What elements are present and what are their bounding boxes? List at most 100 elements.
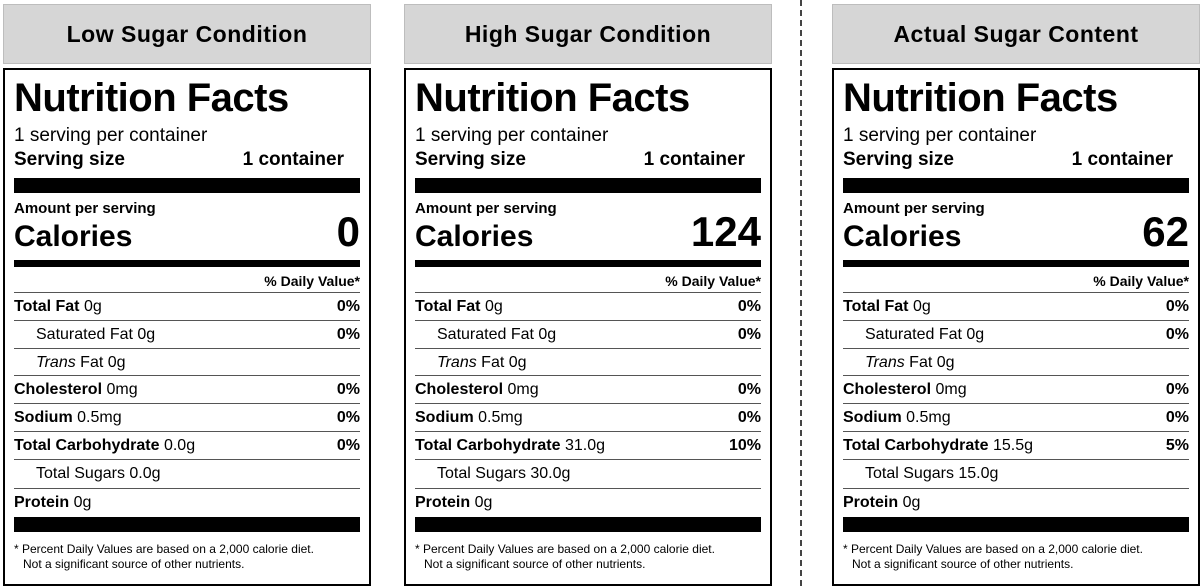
row-saturated-fat: Saturated Fat 0g 0% bbox=[415, 320, 761, 348]
row-protein: Protein 0g bbox=[14, 488, 360, 516]
calories-value: 62 bbox=[1142, 208, 1189, 255]
nutrition-label: Nutrition Facts 1 serving per container … bbox=[832, 68, 1200, 586]
nutrient-name: Total Carbohydrate bbox=[14, 436, 160, 454]
nutrient-amount: 15.5g bbox=[992, 436, 1033, 454]
nutrient-amount: 0g bbox=[902, 493, 921, 511]
amount-per-serving: Amount per serving bbox=[415, 200, 557, 217]
row-total-carbohydrate: Total Carbohydrate 15.5g 5% bbox=[843, 431, 1189, 459]
row-protein: Protein 0g bbox=[843, 488, 1189, 516]
daily-value-header: % Daily Value* bbox=[1093, 273, 1189, 289]
medium-rule bbox=[843, 260, 1189, 267]
calories-label: Calories bbox=[14, 220, 133, 253]
footnote-line: Not a significant source of other nutrie… bbox=[23, 557, 245, 571]
nutrient-amount: 0g bbox=[912, 297, 931, 315]
nutrient-percent: 0% bbox=[1165, 380, 1189, 398]
nutrient-percent: 0% bbox=[737, 297, 761, 315]
nutrient-amount: 0g bbox=[474, 493, 493, 511]
nutrient-name-italic: Trans bbox=[36, 353, 76, 371]
serving-size-label: Serving size bbox=[415, 149, 526, 170]
nutrient-name: Protein bbox=[415, 493, 471, 511]
footnote: * Percent Daily Values are based on a 2,… bbox=[415, 542, 715, 572]
medium-rule bbox=[415, 260, 761, 267]
nutrient-name: Sodium bbox=[843, 408, 902, 426]
amount-per-serving: Amount per serving bbox=[843, 200, 985, 217]
nutrient-amount: 0.5mg bbox=[77, 408, 122, 426]
thick-rule bbox=[415, 517, 761, 532]
thick-rule bbox=[14, 517, 360, 532]
calories-label: Calories bbox=[843, 220, 962, 253]
nutrient-percent: 0% bbox=[336, 325, 360, 343]
serving-size-row: Serving size 1 container bbox=[415, 148, 745, 172]
serving-size-value: 1 container bbox=[1071, 149, 1173, 170]
row-total-fat: Total Fat 0g 0% bbox=[843, 292, 1189, 320]
medium-rule bbox=[14, 260, 360, 267]
nutrient-name-rest: Fat 0g bbox=[80, 353, 126, 371]
thick-rule bbox=[14, 178, 360, 193]
serving-size-label: Serving size bbox=[843, 149, 954, 170]
row-protein: Protein 0g bbox=[415, 488, 761, 516]
row-trans-fat: Trans Fat 0g bbox=[415, 348, 761, 376]
calories-value: 0 bbox=[336, 208, 360, 255]
nutrient-amount: 0mg bbox=[507, 380, 539, 398]
nutrient-name: Total Sugars 0.0g bbox=[36, 465, 161, 482]
nutrient-percent: 0% bbox=[1165, 325, 1189, 343]
serving-size-row: Serving size 1 container bbox=[843, 148, 1173, 172]
nutrient-percent: 0% bbox=[737, 325, 761, 343]
row-total-sugars: Total Sugars 15.0g bbox=[843, 459, 1189, 488]
row-trans-fat: Trans Fat 0g bbox=[14, 348, 360, 376]
nutrient-name: Cholesterol bbox=[415, 380, 504, 398]
footnote: * Percent Daily Values are based on a 2,… bbox=[843, 542, 1143, 572]
nutrition-label: Nutrition Facts 1 serving per container … bbox=[3, 68, 371, 586]
nutrient-name: Total Fat bbox=[415, 297, 481, 315]
daily-value-header: % Daily Value* bbox=[264, 273, 360, 289]
panel-header: Low Sugar Condition bbox=[3, 4, 371, 64]
calories-label: Calories bbox=[415, 220, 534, 253]
servings-per-container: 1 serving per container bbox=[843, 125, 1037, 146]
panel-high-sugar: High Sugar Condition Nutrition Facts 1 s… bbox=[404, 4, 772, 586]
panel-header: Actual Sugar Content bbox=[832, 4, 1200, 64]
row-total-carbohydrate: Total Carbohydrate 31.0g 10% bbox=[415, 431, 761, 459]
nutrient-name-italic: Trans bbox=[437, 353, 477, 371]
calories-value: 124 bbox=[690, 208, 761, 255]
row-total-fat: Total Fat 0g 0% bbox=[14, 292, 360, 320]
nutrient-name: Protein bbox=[843, 493, 899, 511]
row-cholesterol: Cholesterol 0mg 0% bbox=[14, 375, 360, 403]
row-cholesterol: Cholesterol 0mg 0% bbox=[415, 375, 761, 403]
servings-per-container: 1 serving per container bbox=[415, 125, 609, 146]
nutrient-percent: 10% bbox=[728, 436, 761, 454]
nutrient-percent: 0% bbox=[737, 380, 761, 398]
row-total-sugars: Total Sugars 0.0g bbox=[14, 459, 360, 488]
nutrition-facts-title: Nutrition Facts bbox=[14, 76, 289, 120]
row-cholesterol: Cholesterol 0mg 0% bbox=[843, 375, 1189, 403]
footnote-line: Not a significant source of other nutrie… bbox=[424, 557, 646, 571]
nutrient-name: Sodium bbox=[415, 408, 474, 426]
amount-per-serving: Amount per serving bbox=[14, 200, 156, 217]
row-trans-fat: Trans Fat 0g bbox=[843, 348, 1189, 376]
serving-size-label: Serving size bbox=[14, 149, 125, 170]
servings-per-container: 1 serving per container bbox=[14, 125, 208, 146]
nutrient-name: Total Sugars 30.0g bbox=[437, 465, 571, 482]
nutrient-name: Protein bbox=[14, 493, 70, 511]
footnote-line: * Percent Daily Values are based on a 2,… bbox=[14, 542, 314, 556]
thick-rule bbox=[415, 178, 761, 193]
nutrient-amount: 0mg bbox=[106, 380, 138, 398]
nutrient-amount: 0g bbox=[73, 493, 92, 511]
footnote-line: * Percent Daily Values are based on a 2,… bbox=[843, 542, 1143, 556]
row-total-fat: Total Fat 0g 0% bbox=[415, 292, 761, 320]
panel-low-sugar: Low Sugar Condition Nutrition Facts 1 se… bbox=[3, 4, 371, 586]
panel-actual-sugar: Actual Sugar Content Nutrition Facts 1 s… bbox=[832, 4, 1200, 586]
nutrient-name: Saturated Fat 0g bbox=[865, 325, 985, 343]
nutrition-facts-title: Nutrition Facts bbox=[415, 76, 690, 120]
row-saturated-fat: Saturated Fat 0g 0% bbox=[14, 320, 360, 348]
nutrient-percent: 5% bbox=[1165, 436, 1189, 454]
nutrient-amount: 0.5mg bbox=[478, 408, 523, 426]
nutrient-amount: 31.0g bbox=[564, 436, 605, 454]
nutrient-name-rest: Fat 0g bbox=[481, 353, 527, 371]
daily-value-header: % Daily Value* bbox=[665, 273, 761, 289]
row-saturated-fat: Saturated Fat 0g 0% bbox=[843, 320, 1189, 348]
nutrient-amount: 0mg bbox=[935, 380, 967, 398]
thick-rule bbox=[843, 517, 1189, 532]
serving-size-value: 1 container bbox=[242, 149, 344, 170]
serving-size-row: Serving size 1 container bbox=[14, 148, 344, 172]
nutrient-percent: 0% bbox=[737, 408, 761, 426]
